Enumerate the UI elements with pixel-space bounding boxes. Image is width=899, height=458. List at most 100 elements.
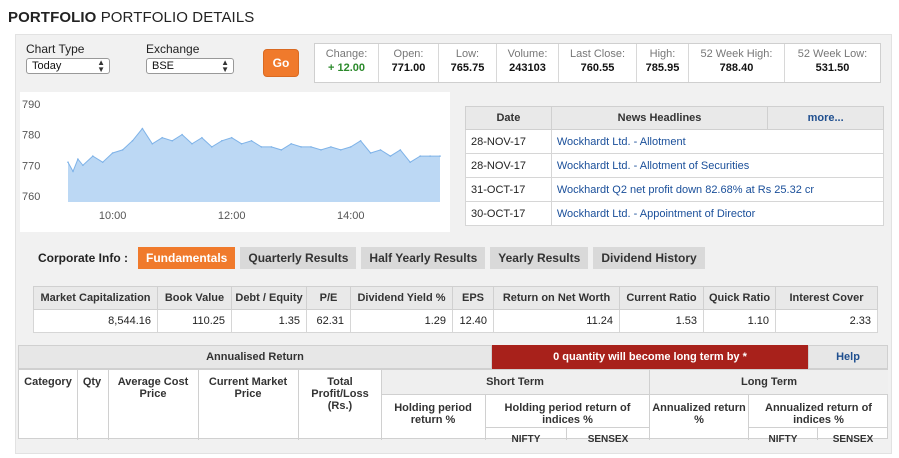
price-point — [280, 149, 283, 151]
price-point — [141, 127, 144, 130]
grid-line — [649, 370, 650, 440]
grid-line — [817, 428, 818, 440]
price-point — [92, 155, 94, 157]
fund-col-book-value: Book Value — [157, 286, 232, 310]
price-point — [211, 146, 213, 148]
quote-value: 765.75 — [450, 62, 485, 74]
price-point — [67, 161, 69, 163]
quote-value: 771.00 — [391, 62, 426, 74]
page-title-rest: PORTFOLIO DETAILS — [100, 9, 255, 26]
news-headline-link[interactable]: Wockhardt Q2 net profit down 82.68% at R… — [550, 177, 885, 202]
x-tick-label: 10:00 — [99, 210, 127, 222]
price-line — [67, 127, 440, 173]
quote-label: 52 Week Low: — [797, 48, 868, 60]
tab-fundamentals[interactable]: Fundamentals — [138, 247, 236, 269]
price-point — [121, 149, 124, 151]
price-point — [379, 149, 382, 151]
x-tick-label: 14:00 — [337, 210, 365, 222]
tab-half-yearly-results[interactable]: Half Yearly Results — [361, 247, 486, 269]
quote-label: 52 Week High: — [700, 48, 773, 60]
tab-dividend-history[interactable]: Dividend History — [593, 247, 705, 269]
news-row: 28-NOV-17 Wockhardt Ltd. - Allotment — [465, 129, 885, 154]
lt-nifty: NIFTY — [768, 434, 798, 445]
corporate-info-label: Corporate Info : — [38, 251, 128, 265]
fund-value: 2.33 — [775, 309, 878, 333]
tab-quarterly-results[interactable]: Quarterly Results — [240, 247, 357, 269]
news-table: Date News Headlines more... 28-NOV-17 Wo… — [465, 106, 885, 226]
grid-line — [381, 394, 888, 395]
news-headline-link[interactable]: Wockhardt Ltd. - Allotment — [550, 129, 885, 154]
y-tick-label: 760 — [22, 191, 40, 203]
help-link[interactable]: Help — [808, 345, 888, 369]
news-row: 30-OCT-17 Wockhardt Ltd. - Appointment o… — [465, 201, 885, 226]
quote-low: Low: 765.75 — [439, 44, 497, 82]
quote-52wk-high: 52 Week High: 788.40 — [689, 44, 785, 82]
quote-label: Open: — [393, 48, 424, 60]
grid-line — [108, 370, 109, 440]
st-indices-return: Holding period return of indices % — [504, 402, 631, 426]
st-nifty: NIFTY — [511, 434, 541, 445]
quote-change: Change: + 12.00 — [315, 44, 379, 82]
exchange-group: Exchange BSE ▲ ▼ — [146, 42, 234, 74]
grid-line — [298, 370, 299, 440]
col-total-pl: Total Profit/Loss (Rs.) — [311, 376, 369, 412]
news-col-headline: News Headlines — [550, 106, 769, 130]
quote-value: + 12.00 — [327, 62, 365, 74]
grid-line — [748, 427, 888, 428]
lt-annualized-return: Annualized return % — [652, 402, 746, 426]
grid-line — [381, 370, 382, 440]
grid-line — [566, 428, 567, 440]
quote-volume: Volume: 243103 — [497, 44, 559, 82]
news-headline-link[interactable]: Wockhardt Ltd. - Allotment of Securities — [550, 153, 885, 178]
news-col-date: Date — [465, 106, 552, 130]
page-title: PORTFOLIO PORTFOLIO DETAILS — [8, 9, 254, 26]
quote-label: Change: — [325, 48, 368, 60]
fund-col-quick-ratio: Quick Ratio — [703, 286, 776, 310]
news-date: 31-OCT-17 — [465, 177, 552, 202]
price-point — [181, 133, 183, 136]
price-point — [101, 161, 104, 163]
st-holding-return: Holding period return % — [394, 402, 472, 426]
col-category: Category — [24, 376, 72, 388]
quote-label: Low: — [455, 48, 480, 60]
price-point — [310, 146, 312, 148]
fund-col-market-cap: Market Capitalization — [33, 286, 158, 310]
exchange-select[interactable]: BSE ▲ ▼ — [146, 58, 234, 74]
chart-type-group: Chart Type Today ▲ ▼ — [26, 42, 110, 74]
fund-value: 1.29 — [350, 309, 453, 333]
lt-sensex: SENSEX — [832, 434, 874, 445]
price-point — [151, 143, 154, 145]
go-button[interactable]: Go — [263, 49, 299, 77]
price-point — [260, 146, 263, 148]
fund-col-current-ratio: Current Ratio — [619, 286, 704, 310]
news-date: 28-NOV-17 — [465, 129, 552, 154]
quote-label: High: — [649, 48, 676, 60]
news-date: 28-NOV-17 — [465, 153, 552, 178]
corporate-info-tabs: Corporate Info : Fundamentals Quarterly … — [38, 247, 710, 269]
grid-line — [485, 394, 486, 440]
long-term-notice: 0 quantity will become long term by * — [492, 345, 808, 369]
tab-yearly-results[interactable]: Yearly Results — [490, 247, 589, 269]
news-more-link[interactable]: more... — [767, 106, 884, 130]
fund-col-pe: P/E — [306, 286, 351, 310]
fund-value: 1.35 — [231, 309, 307, 333]
quote-label: Last Close: — [569, 48, 626, 60]
grid-line — [77, 370, 78, 440]
news-headline-link[interactable]: Wockhardt Ltd. - Appointment of Director — [550, 201, 885, 226]
price-point — [359, 140, 362, 142]
news-row: 28-NOV-17 Wockhardt Ltd. - Allotment of … — [465, 153, 885, 178]
price-point — [320, 149, 322, 151]
exchange-label: Exchange — [146, 42, 200, 56]
quote-high: High: 785.95 — [637, 44, 689, 82]
grid-line — [485, 427, 649, 428]
price-point — [389, 155, 392, 157]
chart-type-select[interactable]: Today ▲ ▼ — [26, 58, 110, 74]
short-term-header: Short Term — [486, 376, 544, 388]
price-point — [77, 158, 79, 160]
price-point — [240, 143, 243, 145]
price-point — [230, 136, 233, 139]
fundamentals-row: 8,544.16 110.25 1.35 62.31 1.29 12.40 11… — [33, 309, 878, 333]
quote-value: 760.55 — [580, 62, 615, 74]
fund-value: 1.10 — [703, 309, 776, 333]
price-point — [419, 155, 422, 157]
